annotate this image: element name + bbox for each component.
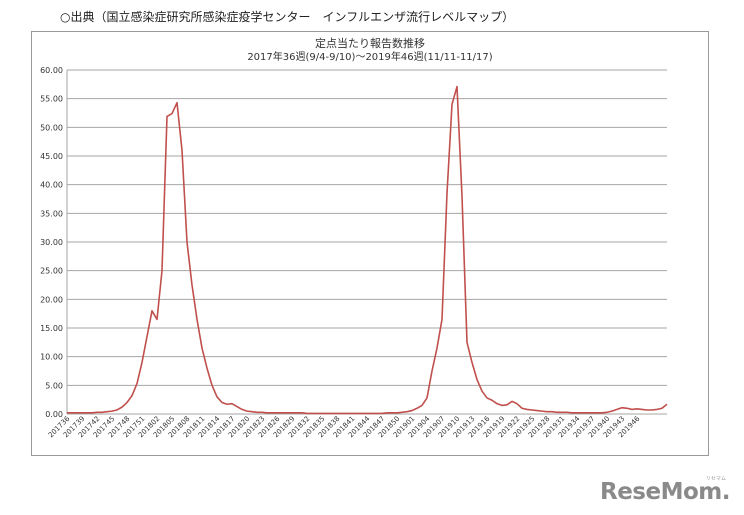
y-tick-label: 35.00 (40, 209, 63, 218)
x-axis-ticks: 2017362017392017422017452017482017512018… (47, 414, 642, 439)
y-tick-label: 5.00 (45, 381, 63, 390)
y-tick-label: 10.00 (40, 353, 63, 362)
y-tick-label: 50.00 (40, 123, 63, 132)
plot-area (67, 85, 668, 415)
gridlines (66, 69, 667, 415)
brand-sub: リセマム (705, 476, 726, 482)
y-axis-ticks: 0.00 5.00 10.00 15.00 20.00 25.00 30.00 35.00 40… (40, 66, 63, 419)
y-tick-label: 40.00 (40, 181, 63, 190)
y-tick-label: 0.00 (45, 410, 63, 419)
y-tick-label: 20.00 (40, 295, 63, 304)
source-caption: ○出典（国立感染症研究所感染症疫学センター インフルエンザ流行レベルマップ） (60, 10, 515, 24)
y-tick-label: 55.00 (40, 95, 63, 104)
series-line (67, 85, 668, 415)
y-tick-label: 25.00 (40, 267, 63, 276)
chart-title: 定点当たり報告数推移 (315, 36, 425, 50)
y-tick-label: 60.00 (40, 66, 63, 75)
chart-subtitle: 2017年36週(9/4-9/10)～2019年46週(11/11-11/17) (247, 50, 492, 63)
y-tick-label: 45.00 (40, 152, 63, 161)
y-tick-label: 30.00 (40, 238, 63, 247)
chart-frame (31, 31, 709, 456)
resemom-logo: ReseMom. リセマム (600, 476, 731, 505)
y-tick-label: 15.00 (40, 324, 63, 333)
brand-name: ReseMom. (600, 479, 731, 505)
